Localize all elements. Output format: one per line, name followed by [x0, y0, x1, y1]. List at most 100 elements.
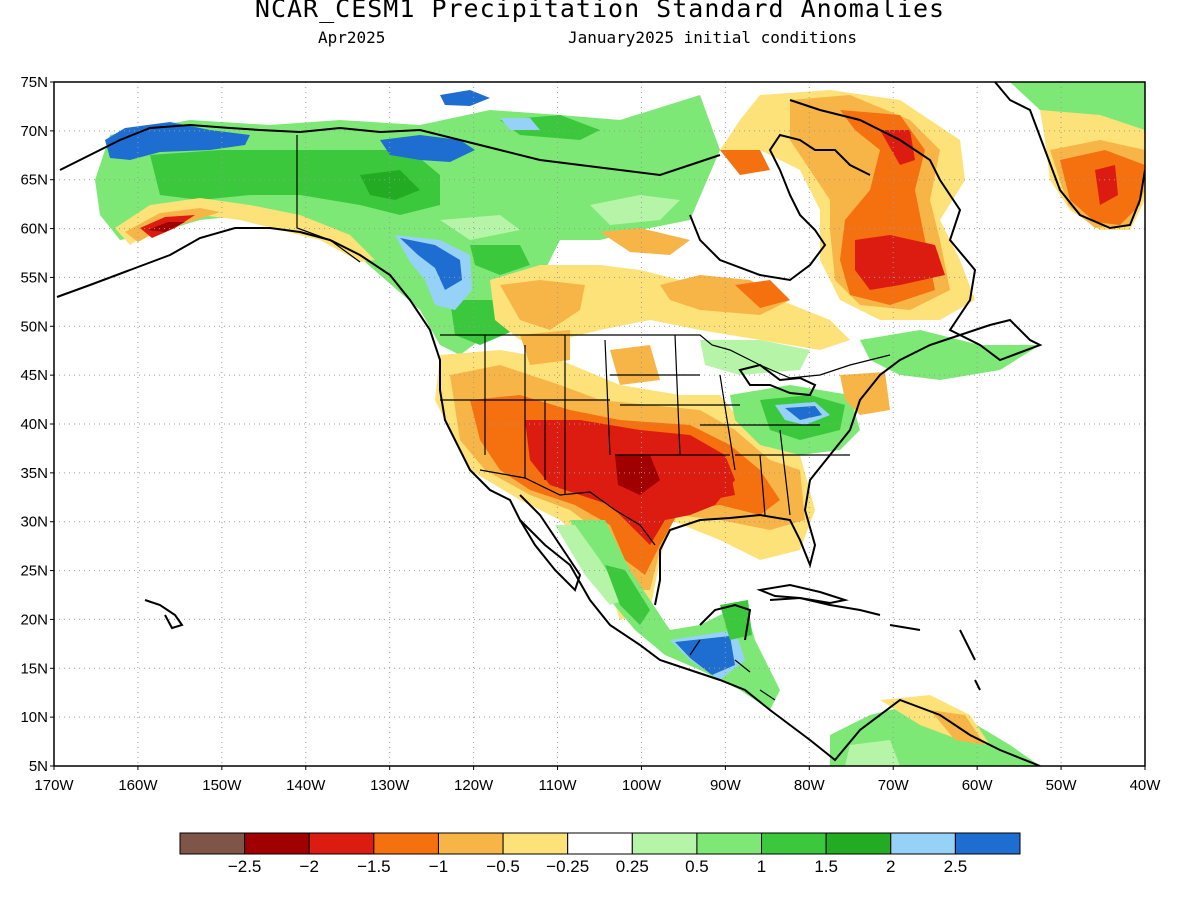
lon-tick-label: 150W: [202, 777, 242, 794]
arctic-coastline: [59, 123, 721, 177]
lat-tick-label: 35N: [20, 465, 48, 482]
lon-tick-label: 140W: [286, 777, 326, 794]
anomaly-region: [600, 228, 690, 255]
colorbar-swatch: [179, 832, 246, 855]
colorbar-label: 0.5: [685, 857, 709, 876]
latitude-axis: 75N 70N 65N 60N 55N 50N 45N 40N 35N 30N 25N 20N 15N 1…: [20, 74, 54, 775]
lon-tick-label: 40W: [1130, 777, 1162, 794]
lat-tick-label: 5N: [29, 758, 48, 775]
anomaly-region: [700, 470, 735, 500]
valid-month-label: Apr2025: [318, 28, 386, 47]
colorbar-label: −0.25: [546, 857, 589, 876]
colorbar-swatch: [890, 832, 956, 855]
us-state-lines: [440, 334, 850, 516]
anomaly-region: [610, 345, 660, 385]
colorbar-label: 2.5: [944, 857, 968, 876]
colorbar-label: 1.5: [814, 857, 838, 876]
colorbar-swatch: [696, 832, 763, 855]
anomaly-region: [440, 90, 490, 106]
lon-tick-label: 120W: [454, 777, 494, 794]
lon-tick-label: 160W: [118, 777, 158, 794]
lon-tick-label: 110W: [538, 777, 577, 794]
lon-tick-label: 70W: [878, 777, 910, 794]
baja-coastline: [519, 494, 582, 592]
colorbar-swatch: [373, 832, 439, 855]
caribbean-islands: [769, 596, 981, 691]
colorbar-label: −1: [429, 857, 448, 876]
lat-tick-label: 45N: [20, 367, 48, 384]
anomaly-region: [615, 455, 660, 495]
anomaly-region: [150, 150, 440, 215]
anomaly-region: [395, 235, 472, 310]
colorbar-swatch: [567, 832, 633, 855]
colorbar-swatch: [954, 832, 1021, 855]
anomaly-region: [590, 195, 680, 225]
central-america-borders: [689, 639, 776, 701]
colorbar-swatch: [761, 832, 827, 855]
hawaii-outline: [144, 599, 184, 630]
anomaly-region: [855, 235, 945, 290]
lon-tick-label: 100W: [622, 777, 662, 794]
anomaly-region: [735, 280, 790, 308]
colorbar-label: 2: [886, 857, 895, 876]
lat-lon-grid: [54, 82, 1145, 766]
anomaly-region: [400, 238, 462, 290]
lat-tick-label: 50N: [20, 318, 48, 335]
cuba-outline: [756, 583, 849, 605]
lat-tick-label: 40N: [20, 416, 48, 433]
anomaly-region: [845, 740, 900, 766]
yucatan-coastline: [699, 603, 752, 641]
anomaly-region: [440, 215, 520, 240]
anomaly-region: [605, 565, 650, 625]
lat-tick-label: 10N: [20, 709, 48, 726]
lat-tick-label: 75N: [20, 74, 48, 91]
longitude-axis: 170W 160W 150W 140W 130W 120W 110W 100W 90W 80W 70…: [34, 766, 1161, 794]
anomaly-region: [720, 600, 752, 640]
lon-tick-label: 50W: [1046, 777, 1078, 794]
anomaly-region: [520, 330, 570, 365]
anomaly-region: [360, 170, 420, 200]
lat-tick-label: 20N: [20, 611, 48, 628]
anomaly-region: [470, 245, 530, 275]
greenland-coastline: [994, 82, 1145, 230]
anomaly-field: [95, 82, 1145, 766]
political-boundaries: [296, 135, 891, 701]
init-conditions-label: January2025 initial conditions: [568, 28, 857, 47]
anomaly-region: [720, 150, 770, 175]
lon-tick-label: 130W: [370, 777, 410, 794]
colorbar-label: −0.5: [486, 857, 520, 876]
lon-tick-label: 170W: [34, 777, 74, 794]
colorbar-label: −2.5: [228, 857, 262, 876]
anomaly-region: [380, 135, 475, 162]
colorbar-swatch: [244, 832, 310, 855]
lat-tick-label: 65N: [20, 172, 48, 189]
lat-tick-label: 55N: [20, 269, 48, 286]
anomaly-region: [675, 636, 735, 675]
map-title: NCAR_CESM1 Precipitation Standard Anomal…: [254, 0, 946, 23]
north-america-coastline: [56, 227, 1041, 766]
gulf-coastline: [654, 99, 1043, 606]
colorbar-swatch: [825, 832, 892, 855]
lon-tick-label: 80W: [794, 777, 826, 794]
us-canada-border: [440, 334, 891, 379]
anomaly-region: [500, 118, 540, 130]
lat-tick-label: 25N: [20, 563, 48, 580]
colorbar-label: −1.5: [357, 857, 391, 876]
colorbar-label: 1: [757, 857, 766, 876]
lat-tick-label: 70N: [20, 123, 48, 140]
anomaly-region: [880, 130, 915, 165]
coastlines: [56, 82, 1145, 766]
colorbar-label: 0.25: [616, 857, 649, 876]
colorbar-swatch: [437, 832, 504, 855]
lat-tick-label: 30N: [20, 514, 48, 531]
alaska-canada-border: [296, 135, 361, 263]
lat-tick-label: 60N: [20, 221, 48, 238]
colorbar-legend: −2.5 −2 −1.5 −1 −0.5 −0.25 0.25 0.5 1 1.5 2 2.5: [179, 832, 1021, 876]
anomaly-region: [860, 330, 1040, 380]
lat-tick-label: 15N: [20, 660, 48, 677]
anomaly-region: [500, 280, 585, 330]
colorbar-swatch: [308, 832, 375, 855]
colorbar-swatch: [631, 832, 698, 855]
anomaly-region: [1095, 165, 1118, 205]
